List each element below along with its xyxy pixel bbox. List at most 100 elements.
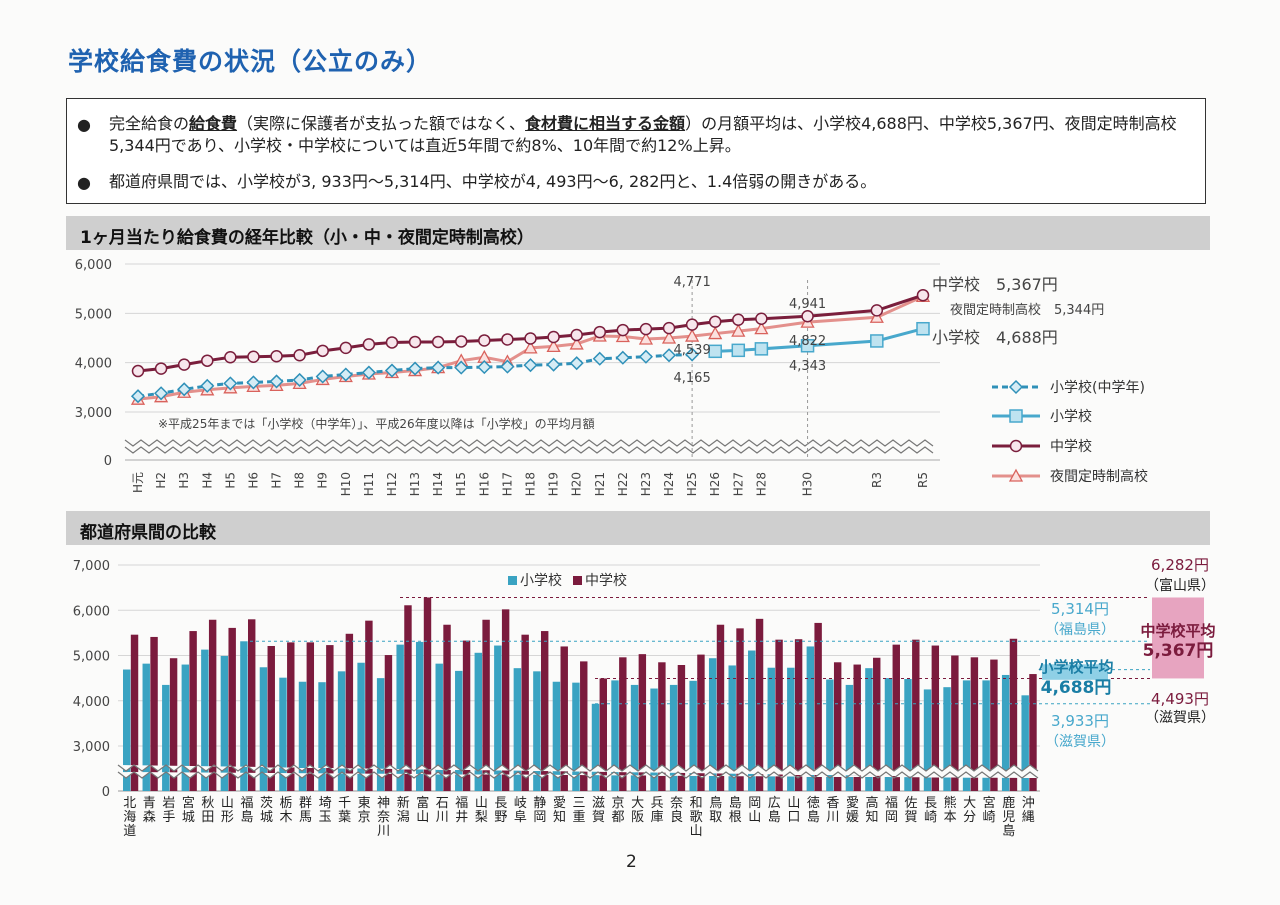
x-tick-char: 奈	[377, 810, 390, 825]
data-point	[800, 338, 815, 353]
x-tick-label: H21	[593, 472, 607, 496]
bar-elementary	[669, 684, 678, 791]
data-point	[408, 335, 422, 349]
x-tick-char: 川	[436, 810, 449, 825]
bar-elementary	[689, 680, 697, 791]
bar-middle	[423, 597, 432, 791]
bar-middle	[287, 642, 295, 791]
x-tick-char: 海	[123, 810, 136, 825]
bar-middle	[169, 658, 178, 791]
data-point	[523, 358, 538, 373]
bar-elementary	[220, 655, 229, 791]
data-point	[523, 340, 538, 354]
y-tick-label: 3,000	[75, 406, 112, 421]
data-point	[338, 367, 353, 382]
bar-elementary	[494, 645, 502, 791]
x-tick-char: 千	[338, 796, 351, 811]
data-point	[1009, 439, 1023, 453]
x-tick-char: 福	[885, 796, 898, 811]
x-tick-char: 熊	[944, 795, 957, 811]
x-tick-char: 長	[924, 796, 937, 811]
section1-header: 1ヶ月当たり給食費の経年比較（小・中・夜間定時制高校）	[66, 216, 1210, 250]
bar-middle	[619, 657, 627, 791]
x-tick-char: 井	[455, 810, 468, 825]
x-tick-char: 宮	[182, 795, 195, 811]
x-tick-char: 神	[377, 796, 390, 811]
bar-middle	[833, 662, 842, 791]
y-tick-label: 5,000	[75, 307, 112, 322]
data-point	[269, 374, 284, 389]
x-tick-label: H23	[639, 472, 653, 496]
x-tick-char: 富	[416, 795, 429, 811]
bar-middle	[853, 664, 861, 791]
x-tick-char: 群	[299, 796, 312, 811]
data-point	[731, 323, 746, 337]
y-tick-label: 6,000	[75, 258, 112, 273]
x-tick-char: 福	[455, 796, 468, 811]
x-tick-char: 潟	[397, 810, 410, 825]
x-tick-label: H10	[339, 472, 353, 496]
data-label: 4,822	[789, 334, 826, 349]
b1-u1: 給食費	[189, 114, 238, 133]
bar-elementary	[591, 703, 600, 791]
x-tick-char: 茨	[260, 796, 273, 811]
bar-elementary	[240, 641, 248, 791]
x-tick-label: H3	[177, 472, 191, 489]
data-point	[685, 328, 700, 342]
bar-elementary	[455, 670, 463, 791]
bar-elementary	[767, 667, 775, 791]
end-label-elementary: 小学校 4,688円	[932, 328, 1058, 347]
bar-elementary	[552, 681, 561, 791]
bar-elementary	[923, 689, 932, 791]
bar-middle	[638, 654, 647, 791]
bar-elementary	[376, 678, 385, 791]
x-tick-label: H4	[200, 472, 214, 489]
data-point	[569, 336, 584, 350]
x-tick-label: H2	[154, 472, 168, 489]
bar-middle	[1029, 674, 1037, 791]
bar-elementary	[298, 681, 307, 791]
data-point	[385, 336, 399, 349]
x-tick-char: 長	[494, 796, 507, 811]
middle-range-box	[1152, 597, 1204, 679]
x-tick-char: 道	[123, 824, 136, 839]
data-point	[270, 350, 283, 363]
bar-elementary	[787, 667, 795, 791]
bar-middle	[580, 661, 588, 791]
x-tick-label: H5	[223, 472, 237, 489]
bar-middle	[521, 634, 529, 791]
x-tick-label: H18	[524, 472, 538, 496]
bar-elementary	[1001, 674, 1010, 791]
elem-avg-value: 4,688円	[1041, 678, 1112, 698]
y-tick-label: 0	[102, 785, 110, 800]
data-point	[708, 344, 722, 359]
elem-max-pref: （福島県）	[1045, 622, 1115, 638]
data-point	[292, 372, 307, 387]
bar-elementary	[904, 679, 912, 791]
data-point	[407, 361, 423, 376]
bar-middle	[736, 628, 744, 791]
bar-elementary	[201, 649, 209, 791]
x-tick-char: 阪	[631, 810, 644, 825]
x-tick-char: 和	[690, 796, 703, 811]
bar-elementary	[123, 669, 131, 791]
x-tick-label: H28	[754, 472, 768, 496]
data-point	[154, 386, 169, 401]
data-point	[200, 378, 215, 393]
x-tick-char: 秋	[201, 796, 214, 811]
x-tick-char: 島	[729, 796, 742, 811]
section1-title: 1ヶ月当たり給食費の経年比較（小・中・夜間定時制高校）	[80, 228, 534, 248]
bar-middle	[326, 645, 334, 791]
x-tick-char: 媛	[846, 810, 859, 825]
x-tick-char: 沖	[1022, 796, 1035, 811]
bar-middle	[130, 634, 139, 791]
bar-elementary	[572, 682, 580, 791]
data-label: 4,539	[674, 343, 711, 358]
x-tick-char: 東	[358, 795, 371, 811]
data-point	[708, 315, 722, 328]
x-tick-char: 形	[221, 810, 234, 825]
x-tick-char: 川	[377, 824, 390, 839]
line-chart: 6,000 5,000 4,000 3,000 0 H元 H2 H3 H4 H5 H6 H7 H8 H9 H…	[75, 258, 1148, 496]
b1-post: ）の月額平均は、小学校4,688円、中学校5,367円、夜間定時制高校5,344…	[109, 114, 1177, 155]
x-tick-char: 青	[143, 796, 156, 811]
